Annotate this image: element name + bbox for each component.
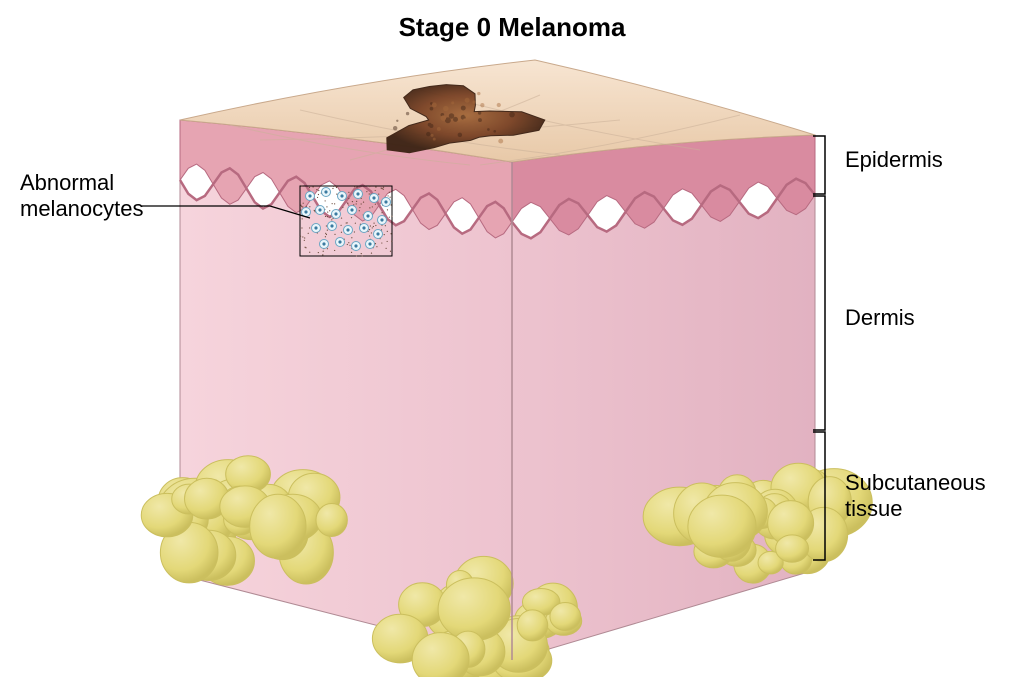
- label-dermis: Dermis: [845, 305, 915, 331]
- label-subcut-l2: tissue: [845, 496, 902, 521]
- label-subcutaneous: Subcutaneous tissue: [845, 470, 986, 523]
- label-melanocytes-l2: melanocytes: [20, 196, 144, 221]
- label-melanocytes-l1: Abnormal: [20, 170, 114, 195]
- fat-cluster-left-bottom: [141, 456, 347, 586]
- diagram-stage: Stage 0 Melanoma: [0, 0, 1024, 677]
- label-subcut-l1: Subcutaneous: [845, 470, 986, 495]
- label-dermis-text: Dermis: [845, 305, 915, 330]
- label-epidermis-text: Epidermis: [845, 147, 943, 172]
- skin-cube-svg: [0, 0, 1024, 677]
- label-epidermis: Epidermis: [845, 147, 943, 173]
- label-abnormal-melanocytes: Abnormal melanocytes: [20, 170, 144, 223]
